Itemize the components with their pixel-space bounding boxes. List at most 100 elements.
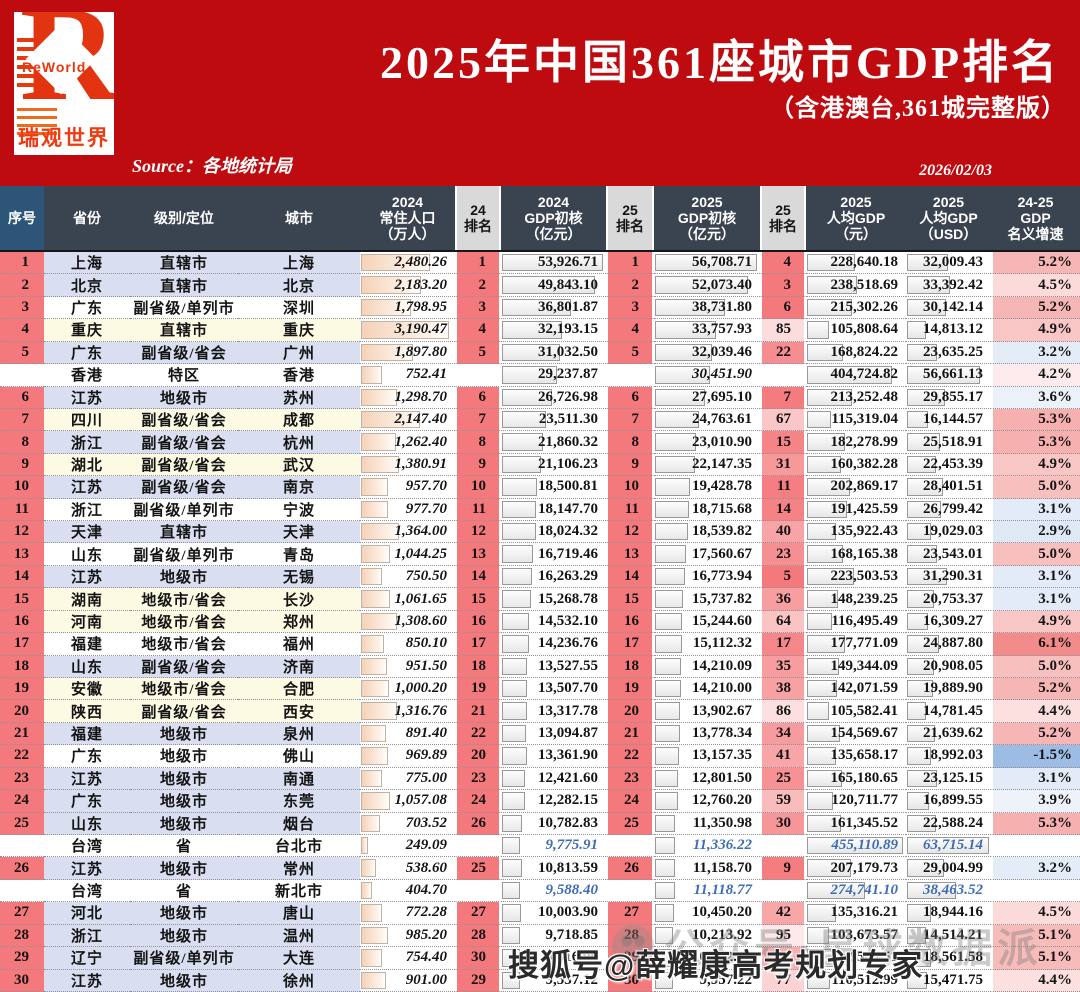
col-header-province: 省份 xyxy=(73,209,101,226)
cell-gdp24: 31,032.50 xyxy=(501,341,606,365)
data-bar xyxy=(907,500,942,519)
cell-level: 副省级/省会 xyxy=(130,476,238,499)
cell-seq xyxy=(0,834,44,858)
data-bar xyxy=(502,814,523,832)
cell-province: 广东 xyxy=(44,745,130,768)
data-bar xyxy=(655,500,689,519)
cell-pc-usd: 26,799.42 xyxy=(906,498,991,522)
cell-r24: 14 xyxy=(455,565,501,589)
data-bar xyxy=(655,680,681,698)
cell-r24: 3 xyxy=(455,296,501,320)
cell-pop: 1,298.70 xyxy=(360,386,455,409)
cell-pc-cny: 110,512.99 xyxy=(806,969,906,992)
cell-pc-cny: 223,503.53 xyxy=(806,565,906,589)
cell-rpc: 22 xyxy=(760,341,806,365)
cell-pc-cny: 168,824.22 xyxy=(806,341,906,365)
cell-gdp25: 14,210.00 xyxy=(654,678,760,701)
data-bar xyxy=(907,814,936,832)
cell-province: 安徽 xyxy=(44,678,130,701)
cell-r25: 20 xyxy=(606,700,654,723)
cell-r25: 30 xyxy=(606,969,654,992)
cell-growth: 5.0% xyxy=(991,476,1080,499)
cell-rpc: 47 xyxy=(760,947,806,970)
cell-province: 辽宁 xyxy=(44,947,130,970)
cell-rpc: 9 xyxy=(760,857,806,880)
cell-growth: 5.3% xyxy=(991,812,1080,835)
cell-city: 西安 xyxy=(238,700,360,723)
data-bar xyxy=(907,724,935,743)
cell-pop: 1,061.65 xyxy=(360,588,455,611)
cell-pop: 754.40 xyxy=(360,947,455,970)
cell-pc-usd: 20,908.05 xyxy=(906,655,991,679)
cell-pc-cny: 148,239.25 xyxy=(806,588,906,611)
cell-r25: 12 xyxy=(606,521,654,544)
cell-growth: 5.2% xyxy=(991,296,1080,320)
cell-rpc: 67 xyxy=(760,408,806,432)
cell-province: 台湾 xyxy=(44,879,130,903)
cell-level: 地级市 xyxy=(130,969,238,992)
cell-seq xyxy=(0,364,44,387)
cell-city: 常州 xyxy=(238,857,360,880)
data-bar xyxy=(361,321,450,339)
cell-growth: 4.2% xyxy=(991,364,1080,387)
cell-province: 江苏 xyxy=(44,386,130,409)
cell-province: 广东 xyxy=(44,790,130,813)
data-bar xyxy=(907,567,948,586)
cell-r25: 18 xyxy=(606,655,654,679)
cell-r25: 4 xyxy=(606,319,654,342)
cell-city: 烟台 xyxy=(238,812,360,835)
cell-rpc: 40 xyxy=(760,521,806,544)
cell-pc-cny: 135,658.17 xyxy=(806,745,906,768)
cell-pc-usd: 22,453.39 xyxy=(906,453,991,477)
data-bar xyxy=(907,433,940,451)
data-bar xyxy=(807,388,852,406)
data-bar xyxy=(361,680,389,698)
cell-province: 江苏 xyxy=(44,476,130,499)
cell-pc-cny: 165,180.65 xyxy=(806,767,906,791)
cell-rpc: 59 xyxy=(760,790,806,813)
table-row: 24 广东 地级市 东莞 1,057.08 24 12,282.15 24 12,760.20 5… xyxy=(0,790,1080,813)
cell-pc-cny: 135,922.43 xyxy=(806,521,906,544)
data-bar xyxy=(807,321,830,339)
cell-seq: 25 xyxy=(0,812,44,835)
cell-rpc: 35 xyxy=(760,655,806,679)
data-bar xyxy=(807,657,839,676)
cell-pop: 3,190.47 xyxy=(360,319,455,342)
cell-r25 xyxy=(606,879,654,903)
cell-province: 湖南 xyxy=(44,588,130,611)
cell-level: 地级市 xyxy=(130,722,238,746)
cell-seq: 20 xyxy=(0,700,44,723)
cell-province: 江苏 xyxy=(44,969,130,992)
cell-r24: 29 xyxy=(455,969,501,992)
cell-rpc xyxy=(760,834,806,858)
cell-rpc: 64 xyxy=(760,610,806,634)
cell-province: 浙江 xyxy=(44,924,130,948)
date-label: 2026/02/03 xyxy=(919,162,992,179)
cell-city: 苏州 xyxy=(238,386,360,409)
cell-gdp24: 18,024.32 xyxy=(501,521,606,544)
cell-province: 台湾 xyxy=(44,834,130,858)
cell-pc-cny: 202,869.17 xyxy=(806,476,906,499)
cell-pop: 1,262.40 xyxy=(360,431,455,454)
cell-pc-cny: 191,425.59 xyxy=(806,498,906,522)
data-bar xyxy=(655,478,690,496)
data-bar xyxy=(807,545,843,563)
cell-growth: 5.3% xyxy=(991,408,1080,432)
cell-r25: 11 xyxy=(606,498,654,522)
cell-gdp24: 16,719.46 xyxy=(501,543,606,566)
cell-city: 香港 xyxy=(238,364,360,387)
cell-growth: 4.9% xyxy=(991,453,1080,477)
cell-r24: 23 xyxy=(455,767,501,791)
cell-seq: 18 xyxy=(0,655,44,679)
col-header-gdp25: 2025 GDP初核 （亿元） xyxy=(677,193,737,243)
cell-pop: 772.28 xyxy=(360,902,455,925)
col-header-pc_cny: 2025 人均GDP （元） xyxy=(826,193,886,243)
data-bar xyxy=(361,814,381,832)
cell-city: 天津 xyxy=(238,521,360,544)
cell-pc-cny: 182,278.99 xyxy=(806,431,906,454)
cell-province: 江苏 xyxy=(44,857,130,880)
cell-level: 副省级/省会 xyxy=(130,431,238,454)
cell-gdp25: 10,002.10 xyxy=(654,947,760,970)
cell-gdp25: 33,757.93 xyxy=(654,319,760,342)
data-bar xyxy=(907,680,933,698)
